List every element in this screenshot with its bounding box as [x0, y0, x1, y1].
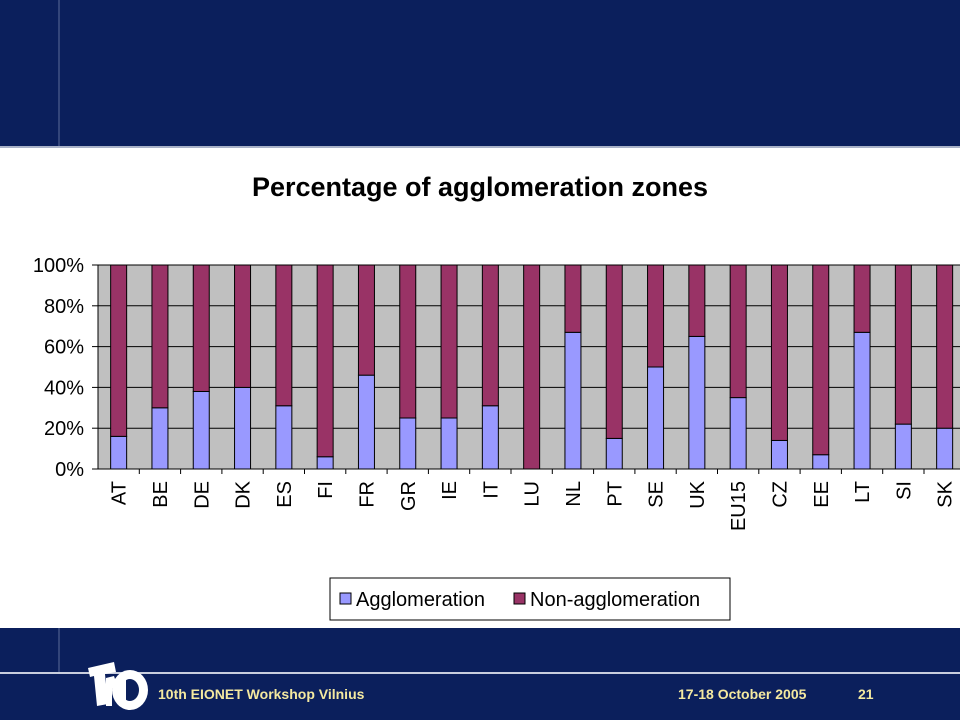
header-divider-horizontal [0, 146, 960, 148]
bar-agglomeration-se [647, 366, 665, 470]
footer-band [0, 628, 960, 720]
bar-non-agglomeration-cz [770, 264, 788, 441]
bar-non-agglomeration-pt [605, 264, 623, 439]
page-number: 21 [858, 686, 874, 702]
bar-non-agglomeration-se [647, 264, 665, 368]
axes [92, 264, 960, 474]
legend-label-non-agglomeration: Non-agglomeration [530, 589, 700, 611]
x-tick-label: FI [315, 481, 337, 499]
bar-agglomeration-sk [936, 427, 954, 470]
x-tick-label: FR [356, 481, 378, 508]
bar-non-agglomeration-gr [399, 264, 417, 419]
bar-non-agglomeration-lu [523, 264, 541, 470]
bar-agglomeration-si [894, 423, 912, 470]
bar-non-agglomeration-fi [316, 264, 334, 458]
legend-label-agglomeration: Agglomeration [356, 589, 485, 611]
bar-non-agglomeration-ee [812, 264, 830, 456]
bar-non-agglomeration-si [894, 264, 912, 425]
x-tick-label: SK [935, 480, 957, 507]
bar-non-agglomeration-dk [234, 264, 252, 388]
y-tick-label: 80% [44, 296, 84, 318]
legend-box [329, 577, 731, 621]
tno-logo [88, 662, 148, 710]
x-tick-label: LT [852, 481, 874, 503]
y-tick-label: 40% [44, 377, 84, 399]
bar-non-agglomeration-nl [564, 264, 582, 333]
bar-agglomeration-eu15 [729, 397, 747, 470]
x-tick-label: BE [150, 481, 172, 508]
footer-divider-horizontal [0, 672, 960, 674]
y-tick-labels: 0% 20% 40% 60% 80% 100% [33, 255, 84, 481]
x-tick-label: GR [398, 481, 420, 511]
footer-event-title: 10th EIONET Workshop Vilnius [158, 686, 365, 702]
x-tick-label: IT [480, 481, 502, 499]
bar-agglomeration-lt [853, 331, 871, 470]
bar-agglomeration-cz [770, 439, 788, 470]
bar-agglomeration-es [275, 405, 293, 470]
bars [110, 264, 954, 470]
bar-non-agglomeration-uk [688, 264, 706, 337]
bar-agglomeration-ie [440, 417, 458, 470]
x-tick-label: SE [646, 481, 668, 508]
x-tick-label: EU15 [728, 481, 750, 531]
legend-swatch-non-agglomeration [513, 592, 526, 605]
bar-agglomeration-gr [399, 417, 417, 470]
bar-non-agglomeration-it [481, 264, 499, 407]
x-tick-label: UK [687, 480, 709, 508]
bar-agglomeration-at [110, 435, 128, 470]
x-tick-label: EE [811, 481, 833, 508]
footer-date: 17-18 October 2005 [678, 686, 807, 702]
x-tick-label: PT [604, 481, 626, 507]
footer-divider-vertical [58, 628, 60, 673]
bar-agglomeration-uk [688, 335, 706, 470]
bar-agglomeration-ee [812, 454, 830, 470]
y-tick-label: 0% [55, 459, 84, 481]
bar-non-agglomeration-ie [440, 264, 458, 419]
bar-agglomeration-it [481, 405, 499, 470]
bar-non-agglomeration-be [151, 264, 169, 409]
bar-non-agglomeration-eu15 [729, 264, 747, 399]
x-tick-label: IE [439, 481, 461, 500]
y-tick-label: 100% [33, 255, 84, 277]
bar-agglomeration-fi [316, 456, 334, 470]
x-tick-label: CZ [769, 481, 791, 508]
bar-non-agglomeration-sk [936, 264, 954, 429]
x-tick-label: LU [522, 481, 544, 507]
header-divider-vertical [58, 0, 60, 148]
bar-agglomeration-pt [605, 437, 623, 470]
x-tick-label: SI [893, 481, 915, 500]
x-tick-labels: AT BE DE DK ES FI FR GR IE IT LU NL PT SE UK EU15 CZ EE LT… [109, 480, 957, 531]
bar-agglomeration-dk [234, 386, 252, 470]
bar-non-agglomeration-es [275, 264, 293, 407]
stacked-bar-chart: Percentage of agglomeration zones 0% 20% 4… [33, 172, 960, 621]
bar-agglomeration-nl [564, 331, 582, 470]
bar-agglomeration-de [192, 390, 210, 470]
bar-non-agglomeration-lt [853, 264, 871, 333]
header-band [0, 0, 960, 148]
x-tick-label: AT [109, 481, 131, 505]
bar-non-agglomeration-at [110, 264, 128, 437]
x-tick-label: ES [274, 481, 296, 508]
y-tick-label: 20% [44, 418, 84, 440]
bar-non-agglomeration-de [192, 264, 210, 392]
legend: Agglomeration Non-agglomeration [329, 577, 731, 621]
legend-swatch-agglomeration [339, 592, 352, 605]
x-tick-label: DK [233, 480, 255, 508]
bar-agglomeration-fr [357, 374, 375, 470]
y-tick-label: 60% [44, 337, 84, 359]
x-tick-label: NL [563, 481, 585, 507]
x-tick-label: DE [191, 481, 213, 509]
bar-agglomeration-be [151, 407, 169, 470]
chart-title: Percentage of agglomeration zones [252, 172, 708, 202]
bar-non-agglomeration-fr [357, 264, 375, 376]
